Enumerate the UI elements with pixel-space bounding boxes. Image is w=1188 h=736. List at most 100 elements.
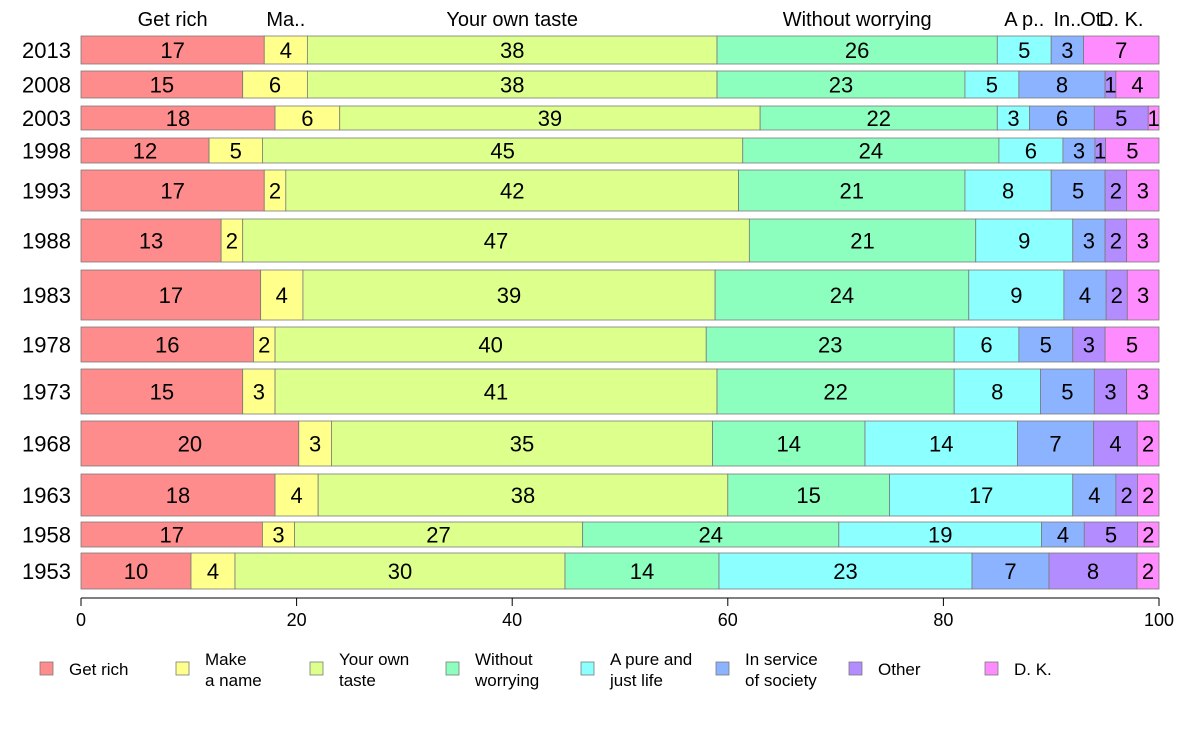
bar-value-label: 4 bbox=[1109, 432, 1121, 457]
bar-value-label: 15 bbox=[150, 73, 174, 98]
bar-segment bbox=[738, 169, 966, 212]
bar-segment bbox=[262, 521, 295, 548]
bar-value-label: 6 bbox=[980, 333, 992, 358]
bar-segment bbox=[748, 218, 977, 263]
top-category-label: Without worrying bbox=[783, 9, 932, 31]
bar-segment bbox=[998, 137, 1064, 164]
legend-swatch bbox=[39, 661, 54, 676]
bar-segment bbox=[953, 368, 1041, 415]
bar-segment bbox=[80, 326, 254, 363]
legend-label: Without bbox=[475, 650, 533, 669]
bar-value-label: 5 bbox=[1126, 333, 1138, 358]
bar-value-label: 23 bbox=[829, 73, 853, 98]
bar-value-label: 3 bbox=[1137, 380, 1149, 405]
year-label: 1973 bbox=[22, 380, 71, 405]
legend-swatch bbox=[580, 661, 595, 676]
bar-value-label: 30 bbox=[388, 559, 412, 584]
legend-item: In service of society bbox=[715, 650, 818, 690]
bar-segment bbox=[1048, 552, 1138, 590]
bar-segment bbox=[1050, 35, 1084, 65]
bar-value-label: 2 bbox=[269, 179, 281, 204]
bar-value-label: 19 bbox=[928, 523, 952, 548]
bar-segment bbox=[260, 269, 304, 321]
bar-segment bbox=[759, 105, 998, 131]
bar-segment bbox=[712, 420, 866, 467]
bar-segment bbox=[263, 35, 308, 65]
top-category-label: D. K. bbox=[1099, 9, 1143, 31]
bar-value-label: 5 bbox=[1105, 523, 1117, 548]
bar-value-label: 6 bbox=[301, 106, 313, 131]
legend-item: A pure and just life bbox=[580, 650, 692, 690]
bar-value-label: 42 bbox=[500, 179, 524, 204]
year-label: 1983 bbox=[22, 283, 71, 308]
bar-value-label: 8 bbox=[991, 380, 1003, 405]
bar-segment bbox=[975, 218, 1074, 263]
bar-value-label: 6 bbox=[1025, 139, 1037, 164]
legend-swatch bbox=[715, 661, 730, 676]
bar-value-label: 41 bbox=[484, 380, 508, 405]
legend-swatch bbox=[984, 661, 999, 676]
bar-value-label: 3 bbox=[1083, 333, 1095, 358]
bar-value-label: 27 bbox=[426, 523, 450, 548]
bar-value-label: 5 bbox=[230, 139, 242, 164]
top-category-label: Ot.. bbox=[1080, 9, 1112, 31]
bar-segment bbox=[262, 137, 744, 164]
year-label: 1978 bbox=[22, 333, 71, 358]
year-label: 1993 bbox=[22, 179, 71, 204]
bar-segment bbox=[80, 473, 276, 517]
bar-value-label: 4 bbox=[1088, 483, 1100, 508]
bar-segment bbox=[80, 552, 192, 590]
bar-segment bbox=[331, 420, 713, 467]
top-category-label: In.. bbox=[1053, 9, 1081, 31]
bar-segment bbox=[1018, 70, 1106, 99]
bar-value-label: 8 bbox=[1002, 179, 1014, 204]
bar-segment bbox=[190, 552, 236, 590]
bar-segment bbox=[1093, 368, 1128, 415]
bar-value-label: 4 bbox=[290, 483, 302, 508]
bar-value-label: 23 bbox=[818, 333, 842, 358]
legend-item: Your own taste bbox=[309, 650, 409, 690]
bar-segment bbox=[714, 269, 970, 321]
bar-value-label: 22 bbox=[866, 106, 890, 131]
legend-label: A pure and bbox=[610, 650, 692, 669]
bar-value-label: 13 bbox=[139, 229, 163, 254]
bar-segment bbox=[1062, 137, 1096, 164]
x-tick-label: 80 bbox=[933, 610, 953, 630]
bar-value-label: 39 bbox=[538, 106, 562, 131]
bar-value-label: 4 bbox=[207, 559, 219, 584]
year-labels: 2013 2008 2003 1998 1993 1988 1983 1978 1973 1968… bbox=[22, 38, 71, 584]
legend-item: Other bbox=[848, 660, 921, 679]
legend-swatch bbox=[445, 661, 460, 676]
x-tick-label: 20 bbox=[287, 610, 307, 630]
x-tick-label: 0 bbox=[76, 610, 86, 630]
bar-value-label: 9 bbox=[1010, 283, 1022, 308]
bar-segment bbox=[298, 420, 332, 467]
bar-value-label: 24 bbox=[859, 139, 883, 164]
bar-value-label: 24 bbox=[698, 523, 722, 548]
bar-segment bbox=[1029, 105, 1095, 131]
year-label: 1963 bbox=[22, 483, 71, 508]
bar-segment bbox=[80, 269, 262, 321]
bar-segment bbox=[1126, 169, 1160, 212]
bar-value-label: 38 bbox=[500, 38, 524, 63]
legend-label: Make bbox=[205, 650, 247, 669]
legend-label: D. K. bbox=[1014, 660, 1052, 679]
bar-segment bbox=[294, 521, 584, 548]
bar-segment bbox=[953, 326, 1020, 363]
bar-value-label: 45 bbox=[490, 139, 514, 164]
bar-segment bbox=[971, 552, 1050, 590]
bar-value-label: 5 bbox=[1061, 380, 1073, 405]
legend-item: Without worrying bbox=[445, 650, 539, 690]
bar-segment bbox=[1040, 368, 1095, 415]
top-category-label: Ma.. bbox=[266, 9, 305, 31]
bar-segment bbox=[1072, 218, 1106, 263]
bar-segment bbox=[285, 169, 739, 212]
bar-value-label: 21 bbox=[850, 229, 874, 254]
bars: 17 4 38 26 5 3 715 6 38 23 5 8 1 418 6 39 22 3 6 5 112 5 45 24 6… bbox=[80, 35, 1160, 590]
bar-value-label: 7 bbox=[1004, 559, 1016, 584]
bar-segment bbox=[716, 368, 955, 415]
bar-segment bbox=[1083, 521, 1139, 548]
legend-label: Your own bbox=[339, 650, 409, 669]
bar-value-label: 2 bbox=[1142, 432, 1154, 457]
